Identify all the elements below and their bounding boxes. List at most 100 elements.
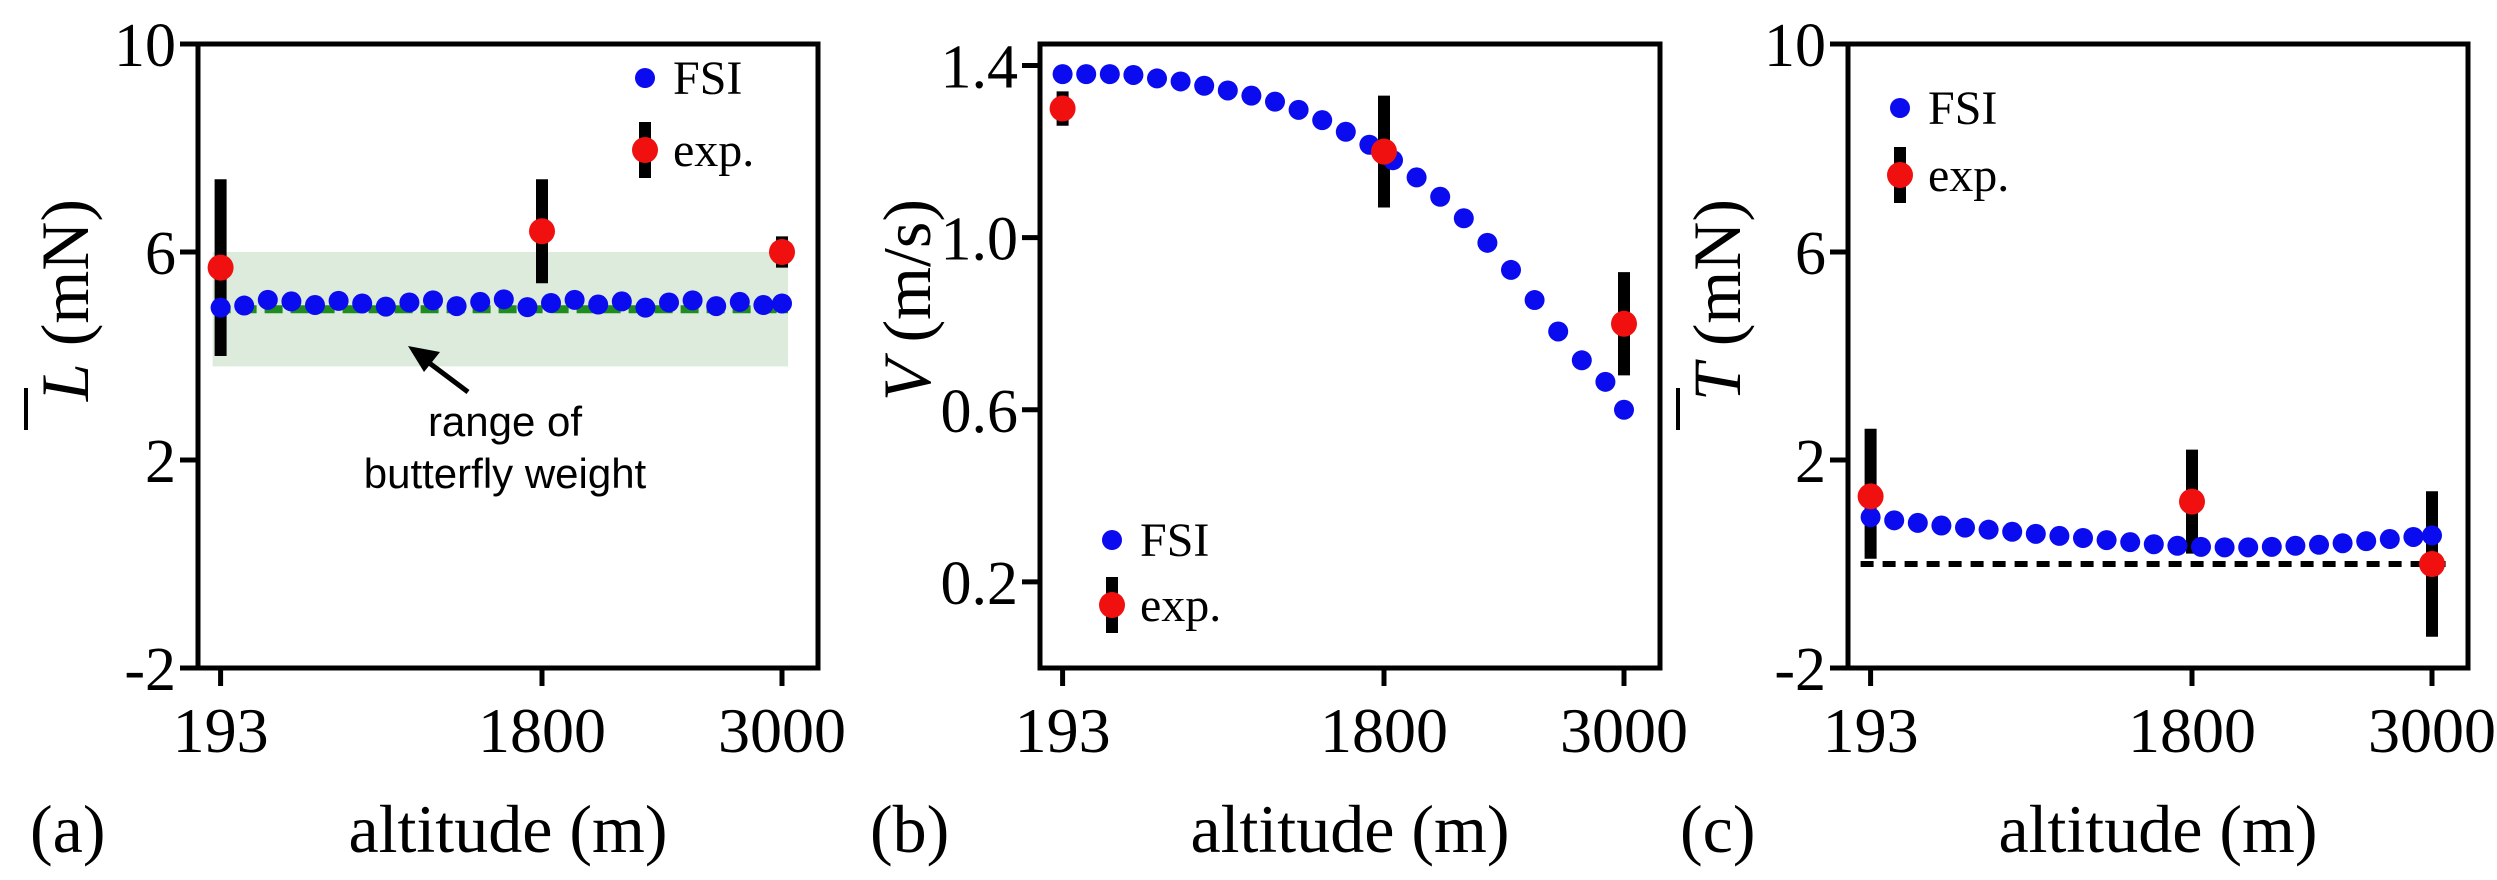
exp-point bbox=[207, 254, 234, 281]
exp-point bbox=[2419, 551, 2445, 577]
y-axis-unit: (m/s) bbox=[869, 199, 945, 343]
x-tick-label: 1800 bbox=[478, 695, 606, 766]
fsi-point bbox=[2073, 528, 2093, 548]
x-tick-label: 193 bbox=[1823, 695, 1919, 766]
exp-point bbox=[529, 218, 555, 245]
fsi-point bbox=[772, 293, 792, 314]
fsi-point bbox=[2002, 521, 2023, 542]
x-tick-label: 1800 bbox=[2128, 695, 2256, 766]
fsi-point bbox=[281, 291, 302, 312]
fsi-point bbox=[541, 292, 561, 313]
fsi-point bbox=[1595, 371, 1616, 392]
fsi-point bbox=[2120, 532, 2141, 553]
fsi-point bbox=[2049, 525, 2070, 546]
legend-fsi-marker bbox=[1102, 530, 1122, 550]
fsi-point bbox=[2403, 526, 2424, 547]
fsi-point bbox=[234, 295, 255, 316]
legend-fsi-label: FSI bbox=[673, 52, 742, 105]
fsi-point bbox=[423, 290, 443, 311]
plot-frame bbox=[1845, 41, 2471, 671]
fsi-point bbox=[1884, 510, 1905, 531]
fsi-point bbox=[1217, 80, 1238, 101]
fsi-point bbox=[305, 295, 325, 316]
fsi-point bbox=[2167, 535, 2188, 556]
y-axis-symbol: T bbox=[1679, 359, 1755, 401]
fsi-point bbox=[1170, 71, 1191, 92]
fsi-point bbox=[1571, 350, 1592, 371]
fsi-point bbox=[517, 297, 538, 318]
legend-fsi-marker bbox=[1890, 98, 1910, 118]
fsi-point bbox=[257, 289, 278, 310]
x-tick-label: 193 bbox=[173, 695, 269, 766]
legend: FSI exp. bbox=[1887, 82, 2009, 203]
annotation-text: range of bbox=[428, 398, 582, 445]
y-axis-label: T (mN) bbox=[1679, 199, 1755, 401]
fsi-point bbox=[1931, 515, 1952, 536]
legend-exp-label: exp. bbox=[673, 124, 754, 177]
fsi-point bbox=[2332, 533, 2353, 554]
y-tick-label: 0.2 bbox=[941, 550, 1019, 618]
fsi-point bbox=[1406, 167, 1427, 188]
fsi-point bbox=[564, 289, 585, 310]
legend-exp-label: exp. bbox=[1928, 149, 2009, 202]
fsi-point bbox=[1453, 208, 1474, 229]
fsi-point bbox=[1501, 259, 1521, 280]
fsi-point bbox=[352, 293, 373, 314]
y-tick-label: 1.4 bbox=[941, 34, 1019, 102]
fsi-point bbox=[1123, 64, 1144, 85]
fsi-point bbox=[2309, 534, 2329, 555]
fsi-point bbox=[1907, 512, 1928, 533]
y-tick-label: -2 bbox=[124, 636, 176, 704]
fsi-point bbox=[1099, 64, 1120, 85]
fsi-point bbox=[2025, 523, 2046, 544]
fsi-point bbox=[493, 289, 514, 310]
fsi-point bbox=[2238, 537, 2259, 558]
y-tick-label: 6 bbox=[1795, 220, 1826, 288]
legend-exp-label: exp. bbox=[1140, 579, 1221, 632]
fsi-point bbox=[1548, 321, 1569, 342]
annotation-text: butterfly weight bbox=[364, 450, 647, 497]
fsi-point bbox=[659, 292, 679, 313]
x-axis-label: altitude (m) bbox=[1190, 791, 1509, 867]
plot-frame bbox=[195, 41, 821, 671]
fsi-point bbox=[2261, 536, 2282, 557]
legend-exp-marker bbox=[1099, 592, 1125, 618]
fsi-point bbox=[588, 294, 609, 315]
y-tick-label: 1.0 bbox=[941, 206, 1019, 274]
fsi-point bbox=[1860, 507, 1881, 528]
fsi-point bbox=[2422, 525, 2442, 546]
y-tick-label: 2 bbox=[1795, 428, 1826, 496]
y-tick-label: -2 bbox=[1774, 636, 1826, 704]
exp-point bbox=[1857, 483, 1884, 510]
panel-label: (c) bbox=[1680, 791, 1755, 867]
legend-exp-marker bbox=[1887, 162, 1913, 188]
x-axis-label: altitude (m) bbox=[1998, 791, 2317, 867]
panel-label: (a) bbox=[30, 791, 105, 867]
fsi-point bbox=[328, 290, 349, 311]
y-axis-unit: (mN) bbox=[1679, 199, 1755, 346]
fsi-point bbox=[1477, 232, 1498, 253]
fsi-point bbox=[1194, 75, 1215, 96]
fsi-point bbox=[1147, 68, 1167, 89]
exp-point bbox=[1371, 138, 1397, 165]
fsi-point bbox=[635, 297, 656, 318]
fsi-point bbox=[1076, 64, 1097, 85]
fsi-point bbox=[2356, 531, 2377, 552]
y-axis-spacer bbox=[1679, 346, 1755, 363]
exp-point bbox=[1049, 95, 1076, 122]
x-axis-label: altitude (m) bbox=[348, 791, 667, 867]
x-tick-label: 1800 bbox=[1320, 695, 1448, 766]
fsi-point bbox=[1955, 517, 1975, 538]
x-tick-label: 193 bbox=[1015, 695, 1111, 766]
fsi-point bbox=[2214, 537, 2235, 558]
fsi-point bbox=[2191, 536, 2211, 557]
fsi-point bbox=[729, 291, 750, 312]
fsi-point bbox=[2285, 535, 2306, 556]
x-tick-label: 3000 bbox=[1560, 695, 1688, 766]
y-axis-label: V (m/s) bbox=[869, 199, 945, 401]
panel-1: 193 1800 3000 -2 2 6 10 altitude (m) (a) L (mN) FS… bbox=[24, 12, 846, 867]
fsi-point bbox=[1335, 121, 1356, 142]
fsi-point bbox=[210, 297, 231, 318]
legend-fsi-label: FSI bbox=[1928, 82, 1997, 135]
